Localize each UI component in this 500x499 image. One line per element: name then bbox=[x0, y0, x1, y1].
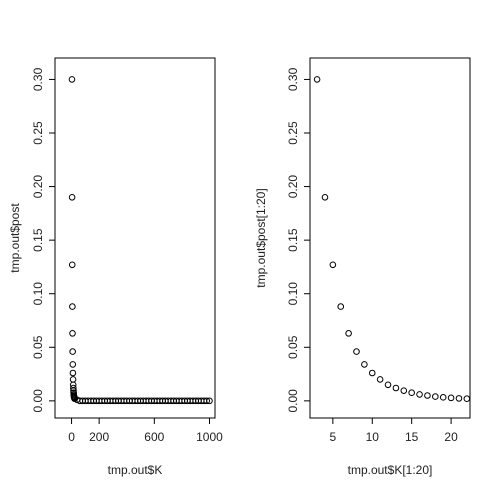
point bbox=[329, 261, 337, 269]
y-tick-label: 0.00 bbox=[286, 389, 300, 413]
x-tick-label: 1000 bbox=[196, 430, 223, 444]
point bbox=[69, 361, 77, 368]
point bbox=[206, 397, 213, 405]
y-tick-label: 0.15 bbox=[31, 228, 45, 252]
point bbox=[345, 330, 352, 337]
point bbox=[69, 376, 77, 383]
point bbox=[424, 392, 431, 399]
y-axis-label: tmp.out$post bbox=[8, 203, 22, 273]
point bbox=[400, 387, 408, 394]
point bbox=[416, 391, 423, 398]
x-tick-label: 10 bbox=[366, 430, 380, 444]
point bbox=[408, 389, 415, 397]
point bbox=[439, 394, 447, 401]
plot-frame bbox=[309, 57, 471, 419]
point bbox=[392, 384, 400, 392]
y-tick-label: 0.25 bbox=[286, 121, 300, 145]
point bbox=[353, 348, 360, 355]
point bbox=[203, 397, 211, 405]
y-tick-label: 0.05 bbox=[286, 335, 300, 359]
y-tick-label: 0.30 bbox=[31, 67, 45, 91]
y-tick-label: 0.20 bbox=[286, 175, 300, 199]
x-axis-label: tmp.out$K[1:20] bbox=[348, 463, 433, 477]
y-tick-label: 0.05 bbox=[31, 335, 45, 359]
x-tick-label: 600 bbox=[144, 430, 164, 444]
x-axis-label: tmp.out$K bbox=[108, 463, 163, 477]
point bbox=[447, 394, 455, 402]
y-tick-label: 0.30 bbox=[286, 67, 300, 91]
point bbox=[368, 369, 376, 377]
point bbox=[384, 381, 392, 389]
y-tick-label: 0.10 bbox=[31, 282, 45, 306]
point bbox=[69, 330, 76, 337]
point bbox=[313, 76, 321, 83]
point bbox=[68, 193, 76, 201]
point bbox=[321, 193, 329, 201]
x-tick-label: 0 bbox=[68, 430, 75, 444]
y-tick-label: 0.10 bbox=[286, 282, 300, 306]
point bbox=[337, 303, 345, 310]
point bbox=[70, 384, 77, 392]
point bbox=[376, 376, 384, 383]
point bbox=[432, 393, 439, 400]
point bbox=[361, 361, 368, 368]
plot-frame bbox=[54, 57, 216, 419]
x-tick-label: 5 bbox=[330, 430, 337, 444]
point bbox=[68, 76, 76, 83]
point bbox=[463, 395, 471, 403]
y-tick-label: 0.00 bbox=[31, 389, 45, 413]
y-tick-label: 0.20 bbox=[31, 175, 45, 199]
y-axis-label: tmp.out$post[1:20] bbox=[254, 188, 268, 287]
point bbox=[455, 395, 463, 402]
point bbox=[69, 348, 76, 355]
x-tick-label: 15 bbox=[405, 430, 419, 444]
y-tick-label: 0.15 bbox=[286, 228, 300, 252]
point bbox=[68, 261, 76, 269]
point bbox=[69, 303, 76, 310]
point bbox=[69, 369, 77, 377]
x-tick-label: 200 bbox=[89, 430, 109, 444]
x-tick-label: 20 bbox=[444, 430, 458, 444]
y-tick-label: 0.25 bbox=[31, 121, 45, 145]
